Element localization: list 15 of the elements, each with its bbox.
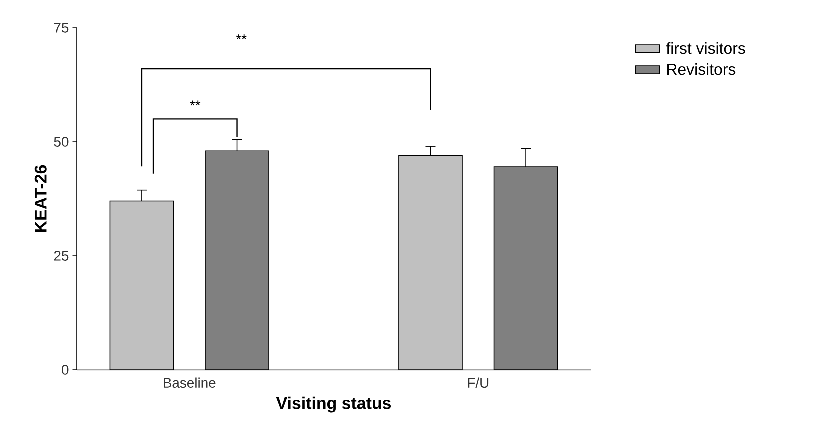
x-tick-label: Baseline bbox=[164, 378, 216, 388]
y-tick-label: 50 bbox=[54, 137, 69, 147]
bar bbox=[494, 166, 558, 370]
legend-label: Revisitors bbox=[668, 63, 736, 76]
bar bbox=[110, 200, 174, 370]
y-tick-label: 25 bbox=[54, 251, 69, 261]
x-tick-label: F/U bbox=[468, 378, 489, 388]
y-tick-label: 0 bbox=[62, 365, 69, 375]
x-axis-title: Visiting status bbox=[276, 396, 392, 413]
legend-label: first visitors bbox=[666, 42, 746, 54]
annotation: ** bbox=[236, 34, 247, 40]
y-axis-title: KEAT-26 bbox=[34, 165, 47, 232]
bar bbox=[398, 155, 463, 370]
annotation: ** bbox=[190, 100, 201, 106]
y-tick-label: 75 bbox=[54, 23, 69, 33]
